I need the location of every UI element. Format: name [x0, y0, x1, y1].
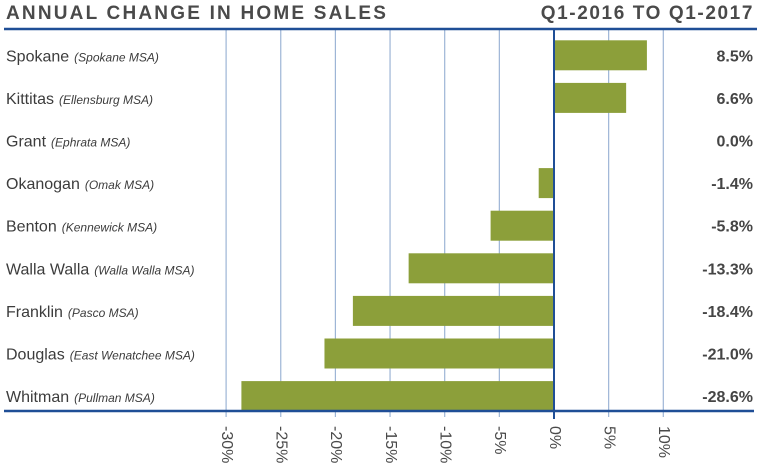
- chart-period: Q1-2016 TO Q1-2017: [540, 3, 754, 24]
- category-name: Whitman: [6, 389, 69, 406]
- category-msa: (Pasco MSA): [68, 306, 139, 320]
- category-msa: (Walla Walla MSA): [94, 263, 194, 277]
- category-name: Kittitas: [6, 91, 54, 108]
- category-msa: (Ephrata MSA): [51, 136, 130, 150]
- chart-title: ANNUAL CHANGE IN HOME SALES: [6, 3, 389, 24]
- category-msa: (Pullman MSA): [74, 391, 155, 405]
- category-msa: (Ellensburg MSA): [59, 93, 153, 107]
- value-label: -5.8%: [711, 219, 753, 236]
- tick-label: -10%: [436, 426, 453, 463]
- category-label: Franklin (Pasco MSA): [6, 304, 139, 321]
- category-label: Spokane (Spokane MSA): [6, 48, 159, 65]
- category-name: Douglas: [6, 347, 65, 364]
- bar: [408, 253, 554, 284]
- tick-label: 5%: [600, 426, 617, 449]
- bar: [241, 381, 555, 412]
- category-msa: (Omak MSA): [85, 178, 154, 192]
- tick-label: -5%: [491, 426, 508, 454]
- category-label: Benton (Kennewick MSA): [6, 219, 157, 236]
- value-label: -1.4%: [711, 176, 753, 193]
- bar: [538, 168, 554, 199]
- tick-label: 10%: [655, 426, 672, 458]
- category-label: Grant (Ephrata MSA): [6, 134, 130, 151]
- value-label: -18.4%: [702, 304, 753, 321]
- tick-label: -25%: [273, 426, 290, 463]
- bar: [554, 40, 647, 71]
- category-msa: (Spokane MSA): [74, 50, 159, 64]
- category-name: Okanogan: [6, 176, 80, 193]
- bar: [490, 210, 554, 241]
- tick-label: 0%: [546, 426, 563, 449]
- value-label: 0.0%: [717, 134, 753, 151]
- category-name: Spokane: [6, 48, 69, 65]
- category-msa: (East Wenatchee MSA): [70, 349, 195, 363]
- category-label: Walla Walla (Walla Walla MSA): [6, 261, 195, 278]
- category-name: Franklin: [6, 304, 63, 321]
- tick-label: -20%: [327, 426, 344, 463]
- category-name: Grant: [6, 134, 47, 151]
- value-label: -21.0%: [702, 347, 753, 364]
- value-label: -13.3%: [702, 261, 753, 278]
- category-label: Kittitas (Ellensburg MSA): [6, 91, 153, 108]
- category-name: Benton: [6, 219, 57, 236]
- value-label: 8.5%: [717, 48, 753, 65]
- bar: [352, 295, 554, 326]
- value-label: -28.6%: [702, 389, 753, 406]
- tick-label: -30%: [218, 426, 235, 463]
- category-label: Whitman (Pullman MSA): [6, 389, 155, 406]
- tick-label: -15%: [382, 426, 399, 463]
- bar: [554, 82, 627, 113]
- category-name: Walla Walla: [6, 261, 89, 278]
- category-label: Douglas (East Wenatchee MSA): [6, 347, 195, 364]
- category-label: Okanogan (Omak MSA): [6, 176, 154, 193]
- bar: [324, 338, 554, 369]
- category-msa: (Kennewick MSA): [62, 221, 157, 235]
- value-label: 6.6%: [717, 91, 753, 108]
